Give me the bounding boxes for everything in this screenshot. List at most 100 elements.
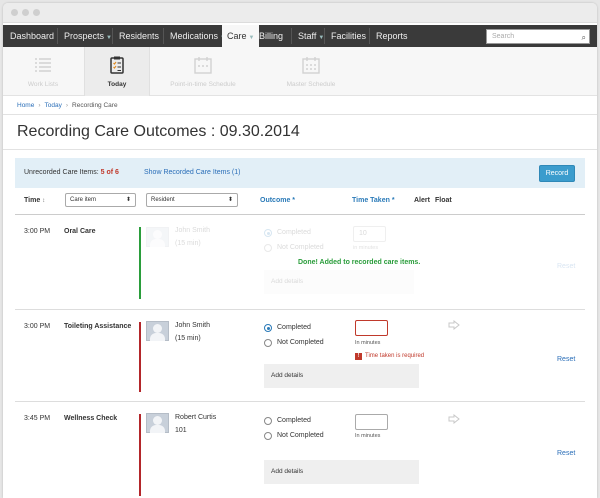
not-completed-radio[interactable] — [264, 339, 272, 347]
record-button[interactable]: Record — [539, 165, 575, 182]
nav-staff-label: Staff — [298, 31, 317, 41]
validation-error-text: Time taken is required — [365, 353, 425, 359]
tab-today-label: Today — [107, 81, 127, 88]
add-details-field[interactable]: Add details — [264, 364, 419, 388]
nav-residents[interactable]: Residents — [114, 25, 164, 47]
nav-divider — [291, 28, 292, 44]
tab-point-in-time-schedule[interactable]: Point-in-time Schedule — [153, 47, 253, 96]
column-time-taken: Time Taken * — [352, 197, 395, 204]
nav-billing[interactable]: Billing — [254, 25, 288, 47]
calendar-pit-icon — [194, 57, 212, 74]
row-duration: (15 min) — [175, 240, 201, 247]
nav-prospects-label: Prospects — [64, 31, 105, 41]
tab-work-lists[interactable]: Work Lists — [3, 47, 83, 96]
add-details-label: Add details — [271, 372, 304, 379]
nav-reports-label: Reports — [376, 31, 408, 41]
completed-radio[interactable] — [264, 324, 272, 332]
caret-down-icon: ▼ — [106, 35, 112, 41]
row-resident: John Smith — [175, 322, 211, 329]
row-resident: Robert Curtis — [175, 414, 217, 421]
time-taken-input[interactable] — [355, 414, 388, 430]
nav-care[interactable]: Care ▼ — [222, 25, 260, 47]
nav-dashboard[interactable]: Dashboard — [5, 25, 59, 47]
nav-divider — [163, 28, 164, 44]
divider — [3, 114, 597, 115]
nav-medications-label: Medications — [170, 31, 219, 41]
unrecorded-count: 5 of 6 — [100, 169, 119, 176]
status-indicator — [139, 414, 141, 496]
breadcrumb-separator: › — [38, 102, 41, 109]
tab-master-schedule-label: Master Schedule — [286, 81, 336, 88]
table-row: 3:00 PM Toileting Assistance John Smith … — [15, 310, 585, 402]
care-item-filter[interactable]: Care item ⬍ — [65, 193, 136, 207]
not-completed-radio[interactable] — [264, 432, 272, 440]
list-icon — [35, 58, 51, 72]
row-time: 3:45 PM — [24, 415, 51, 422]
column-time[interactable]: Time ↕ — [24, 197, 45, 204]
search-icon[interactable]: ⌕ — [581, 33, 586, 42]
app-window: Dashboard Prospects ▼ Residents Medicatio… — [3, 3, 597, 498]
breadcrumb-today[interactable]: Today — [44, 102, 62, 109]
nav-facilities[interactable]: Facilities — [326, 25, 371, 47]
unrecorded-summary: Unrecorded Care Items: 5 of 6 — [24, 169, 119, 176]
table-header: Time ↕ Care item ⬍ Resident ⬍ Outcome * Ti… — [15, 188, 585, 215]
breadcrumb: Home › Today › Recording Care — [17, 102, 118, 109]
search-input[interactable]: Search ⌕ — [486, 29, 590, 44]
show-recorded-link[interactable]: Show Recorded Care Items (1) — [144, 169, 241, 176]
nav-divider — [369, 28, 370, 44]
status-indicator — [139, 322, 141, 392]
time-taken-input[interactable] — [355, 320, 388, 336]
clipboard-icon — [110, 56, 124, 74]
float-arrow-icon[interactable] — [448, 320, 460, 330]
column-time-label: Time — [24, 197, 41, 204]
breadcrumb-current: Recording Care — [72, 102, 118, 109]
nav-staff[interactable]: Staff ▼ — [293, 25, 329, 47]
breadcrumb-home[interactable]: Home — [17, 102, 35, 109]
resident-filter[interactable]: Resident ⬍ — [146, 193, 238, 207]
time-taken-input[interactable]: 10 — [353, 226, 386, 242]
completed-label: Completed — [277, 324, 311, 331]
breadcrumb-separator: › — [65, 102, 69, 109]
tab-today[interactable]: Today — [84, 47, 150, 96]
row-time: 3:00 PM — [24, 323, 51, 330]
tab-work-lists-label: Work Lists — [27, 81, 59, 88]
table-row: 3:45 PM Wellness Check Robert Curtis 101… — [15, 402, 585, 498]
status-indicator — [139, 227, 141, 299]
care-items-toolbar: Unrecorded Care Items: 5 of 6 Show Recor… — [15, 158, 585, 188]
float-arrow-icon[interactable] — [448, 414, 460, 424]
not-completed-label: Not Completed — [277, 432, 324, 439]
minutes-hint: In minutes — [355, 340, 381, 346]
nav-dashboard-label: Dashboard — [10, 31, 55, 41]
completed-radio[interactable] — [264, 229, 272, 237]
care-subnav: Work Lists Today Point-in-time Schedule — [3, 47, 597, 96]
nav-residents-label: Residents — [119, 31, 160, 41]
tab-master-schedule[interactable]: Master Schedule — [261, 47, 361, 96]
reset-link[interactable]: Reset — [557, 263, 576, 270]
care-item-filter-label: Care item — [70, 197, 97, 203]
add-details-field[interactable]: Add details — [264, 460, 419, 484]
table-row: 3:00 PM Oral Care John Smith (15 min) Co… — [15, 215, 585, 310]
unrecorded-label: Unrecorded Care Items: — [24, 169, 99, 176]
column-float: Float — [435, 197, 452, 204]
minutes-hint: In minutes — [355, 433, 381, 439]
window-zoom-dot[interactable] — [33, 9, 40, 16]
nav-prospects[interactable]: Prospects ▼ — [59, 25, 117, 47]
success-message: Done! Added to recorded care items. — [298, 259, 421, 266]
not-completed-radio[interactable] — [264, 244, 272, 252]
window-minimize-dot[interactable] — [22, 9, 29, 16]
sort-icon: ↕ — [42, 198, 46, 204]
nav-facilities-label: Facilities — [331, 31, 367, 41]
divider — [3, 149, 597, 150]
tab-point-in-time-label: Point-in-time Schedule — [170, 81, 236, 88]
validation-error: ! Time taken is required — [355, 353, 424, 360]
avatar — [146, 321, 169, 341]
warning-icon: ! — [355, 353, 362, 360]
nav-reports[interactable]: Reports — [371, 25, 413, 47]
completed-radio[interactable] — [264, 417, 272, 425]
reset-link[interactable]: Reset — [557, 450, 576, 457]
add-details-field[interactable]: Add details — [264, 270, 414, 294]
reset-link[interactable]: Reset — [557, 356, 576, 363]
not-completed-label: Not Completed — [277, 244, 324, 251]
window-close-dot[interactable] — [11, 9, 18, 16]
main-nav: Dashboard Prospects ▼ Residents Medicatio… — [3, 25, 597, 47]
